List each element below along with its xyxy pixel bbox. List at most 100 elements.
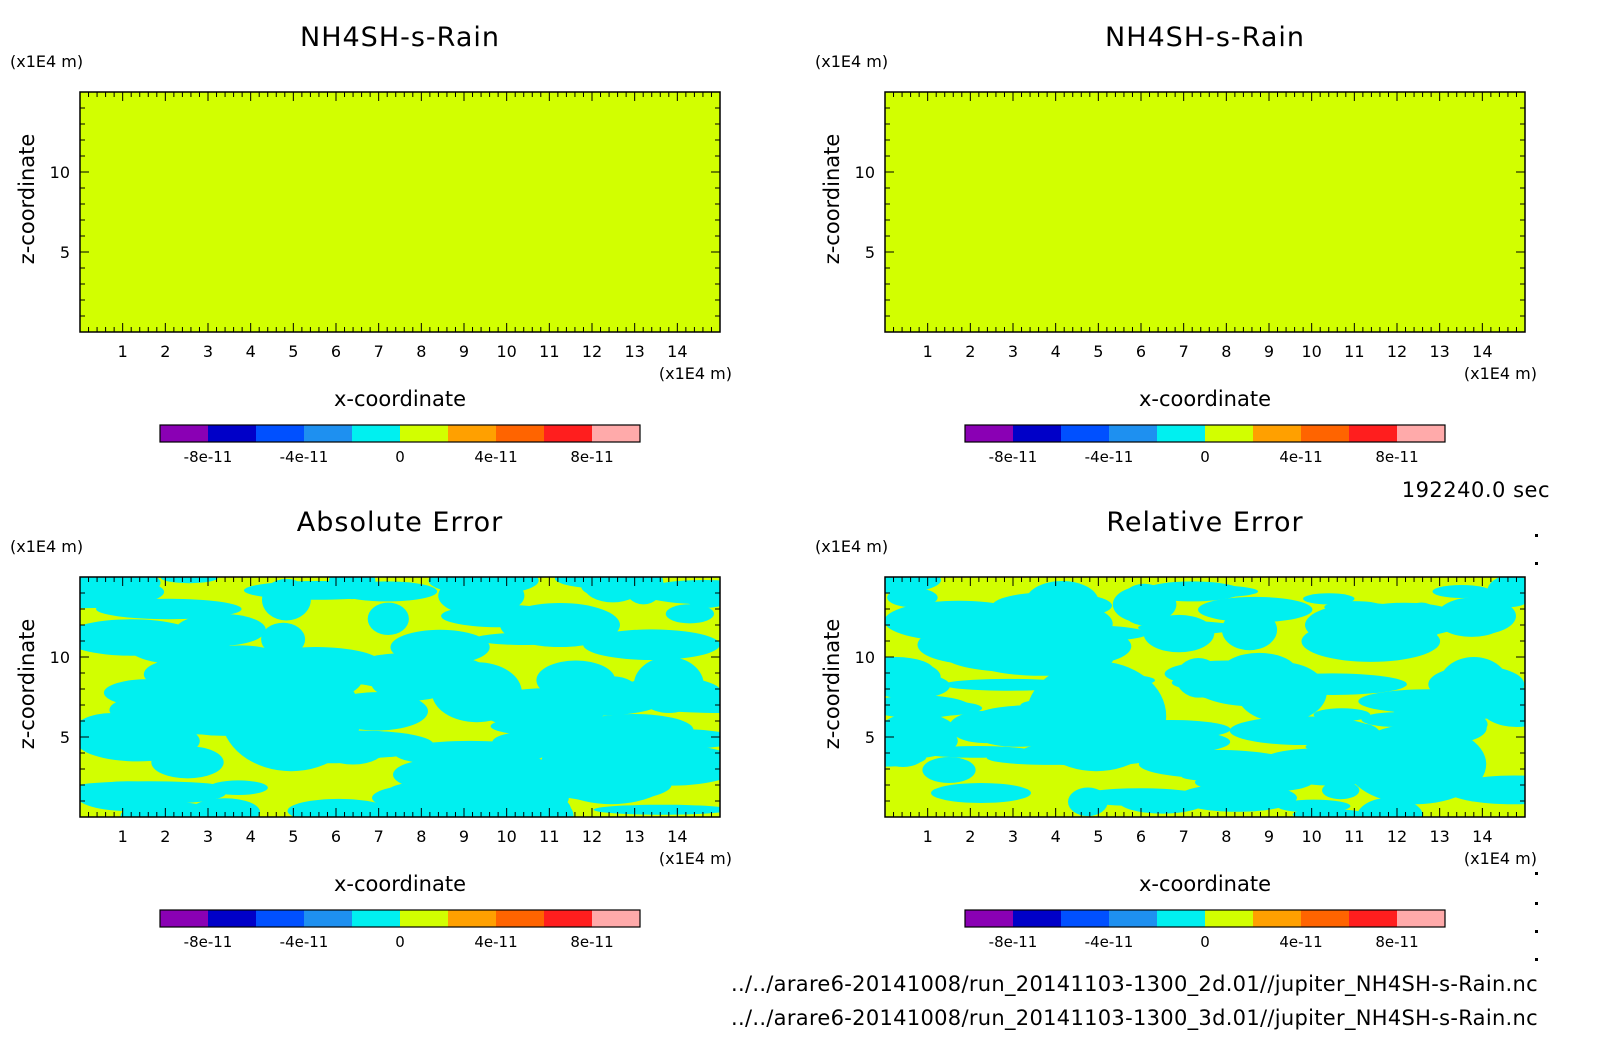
x-tick-label: 13: [624, 342, 644, 361]
error-patch: [583, 629, 720, 660]
x-tick-label: 8: [1221, 827, 1231, 846]
x-tick-label: 4: [246, 342, 256, 361]
error-patch: [372, 783, 492, 812]
error-patch: [885, 695, 970, 718]
error-patch: [1143, 614, 1215, 653]
error-patch: [1181, 770, 1320, 783]
colorbar-swatch: [1349, 425, 1397, 442]
colorbar-swatch: [1109, 425, 1157, 442]
colorbar-frame: [964, 424, 1446, 443]
error-patch: [431, 662, 522, 723]
y-axis-label: z-coordinate: [15, 619, 39, 750]
x-tick-label: 13: [1429, 827, 1449, 846]
x-axis-label: x-coordinate: [334, 387, 466, 411]
x-unit-label: (x1E4 m): [659, 849, 732, 868]
y-tick-label: 10: [855, 648, 875, 667]
colorbar-swatch: [256, 910, 304, 927]
error-patch: [885, 657, 935, 686]
x-tick-label: 5: [1093, 827, 1103, 846]
x-tick-label: 6: [331, 342, 341, 361]
colorbar: -8e-11 -4e-11 0 4e-11 8e-11: [964, 424, 1446, 466]
colorbar-tick-label: 0: [1200, 448, 1210, 466]
colorbar-swatch: [1397, 910, 1445, 927]
x-tick-label: 4: [246, 827, 256, 846]
colorbar-swatch: [1061, 910, 1109, 927]
colorbar-swatch: [1205, 910, 1253, 927]
x-tick-label: 13: [1429, 342, 1449, 361]
x-tick-label: 4: [1051, 827, 1061, 846]
x-axis-label: x-coordinate: [1139, 387, 1271, 411]
colorbar-swatch: [1157, 910, 1205, 927]
colorbar-tick-label: 8e-11: [1375, 933, 1418, 951]
error-patch: [80, 577, 161, 602]
x-tick-label: 6: [1136, 342, 1146, 361]
decor-dot: [1535, 562, 1538, 565]
error-patch: [640, 580, 720, 605]
plot-frame: [884, 91, 1526, 333]
x-tick-label: 1: [923, 827, 933, 846]
x-tick-label: 12: [1387, 342, 1407, 361]
x-axis-label: x-coordinate: [1139, 872, 1271, 896]
colorbar-swatch: [1013, 910, 1061, 927]
colorbar-swatch: [544, 425, 592, 442]
colorbar-swatch: [1253, 425, 1301, 442]
x-tick-label: 12: [1387, 827, 1407, 846]
x-tick-label: 7: [1179, 342, 1189, 361]
x-tick-label: 8: [416, 342, 426, 361]
colorbar-swatch: [1013, 425, 1061, 442]
colorbar-swatch: [160, 910, 208, 927]
colorbar-swatch: [256, 425, 304, 442]
error-patch: [922, 757, 976, 783]
x-tick-label: 11: [1344, 827, 1364, 846]
error-patch: [885, 713, 957, 753]
x-tick-label: 2: [965, 342, 975, 361]
colorbar-tick-label: 8e-11: [1375, 448, 1418, 466]
colorbar-swatch: [208, 425, 256, 442]
error-patch: [504, 795, 574, 817]
error-patch: [1322, 781, 1360, 800]
error-patch: [96, 598, 242, 620]
file-path-2d: ../../arare6-20141008/run_20141103-1300_…: [731, 972, 1538, 996]
x-tick-label: 9: [459, 827, 469, 846]
colorbar-swatch: [1397, 425, 1445, 442]
y-unit-label: (x1E4 m): [815, 537, 888, 556]
colorbar: -8e-11 -4e-11 0 4e-11 8e-11: [964, 909, 1446, 951]
field-background: [885, 92, 1525, 332]
error-patch: [80, 713, 152, 753]
error-patch: [665, 604, 715, 624]
x-tick-label: 10: [496, 342, 516, 361]
colorbar-tick-label: -8e-11: [184, 448, 233, 466]
error-patch: [1198, 596, 1313, 623]
decor-dot: [1535, 534, 1538, 537]
error-patch: [1438, 657, 1509, 713]
panel-2: NH4SH-s-Rain(x1E4 m)1 2 3 4 5 6 7 8 9 10 11 12 13 145…: [815, 22, 1537, 466]
x-tick-label: 12: [582, 827, 602, 846]
x-tick-label: 11: [1344, 342, 1364, 361]
error-patch: [943, 637, 1087, 672]
error-patch: [1177, 783, 1297, 812]
error-patch: [541, 724, 682, 805]
x-tick-label: 1: [923, 342, 933, 361]
error-patch: [190, 798, 260, 817]
colorbar-tick-label: -4e-11: [1085, 933, 1134, 951]
colorbar-tick-label: 0: [395, 933, 405, 951]
colorbar-swatch: [1205, 425, 1253, 442]
plot-frame: [79, 91, 721, 333]
chart-title: Absolute Error: [297, 507, 503, 538]
colorbar-swatch: [1301, 425, 1349, 442]
error-patch: [1303, 593, 1355, 605]
x-tick-label: 8: [416, 827, 426, 846]
y-tick-label: 10: [855, 163, 875, 182]
colorbar-swatch: [496, 425, 544, 442]
y-axis-label: z-coordinate: [15, 134, 39, 265]
colorbar-swatch: [1157, 425, 1205, 442]
error-patch: [593, 804, 720, 815]
error-patches: [80, 577, 720, 817]
colorbar-tick-label: -8e-11: [989, 448, 1038, 466]
error-patches: [885, 577, 1525, 817]
error-patch: [500, 603, 620, 647]
x-tick-label: 9: [1264, 342, 1274, 361]
error-patch: [1361, 712, 1430, 727]
colorbar-swatch: [304, 425, 352, 442]
x-tick-label: 5: [1093, 342, 1103, 361]
